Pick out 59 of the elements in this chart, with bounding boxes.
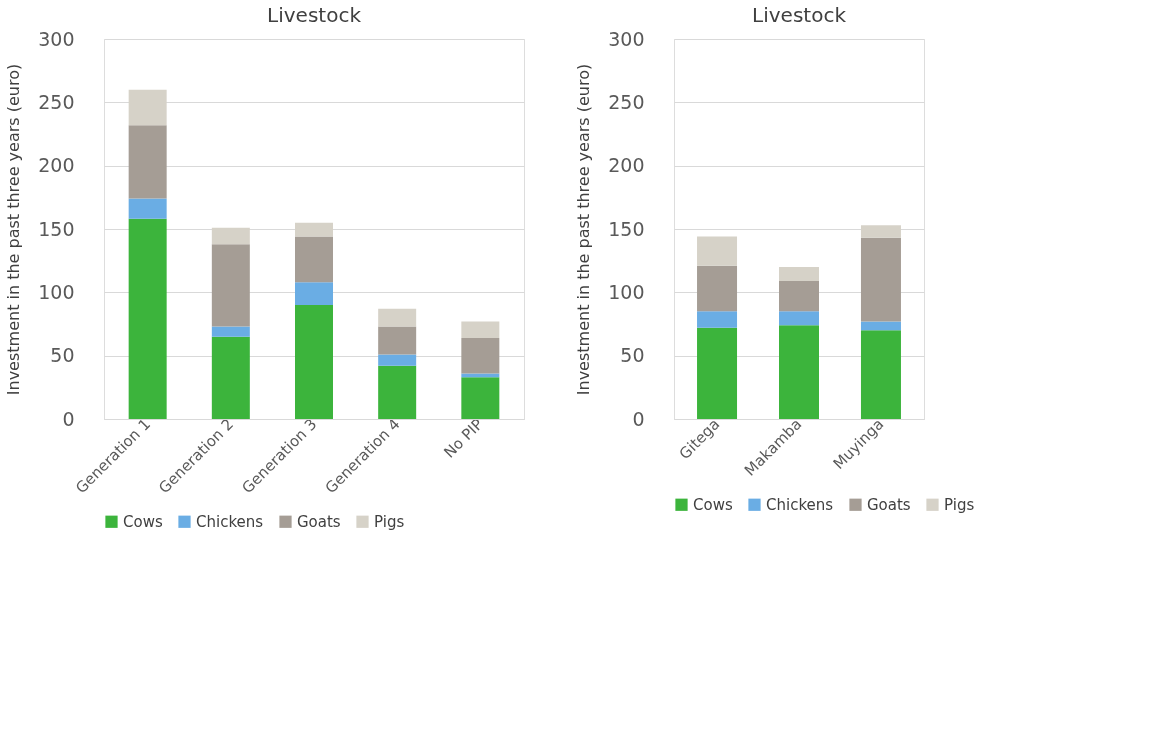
y-tick-label: 200: [38, 154, 75, 177]
bar: [128, 125, 167, 199]
y-tick-label: 100: [608, 280, 645, 303]
bar: [697, 236, 738, 266]
y-tick-label: 150: [608, 217, 645, 240]
x-tick-label: No PIP: [440, 415, 487, 462]
bar: [295, 305, 333, 419]
chart-title: Livestock: [752, 3, 847, 27]
bar: [378, 326, 417, 355]
bar: [860, 225, 901, 238]
legend-label: Goats: [867, 495, 911, 514]
y-tick-label: 100: [38, 280, 75, 303]
bar: [211, 244, 250, 327]
bar: [128, 218, 167, 419]
y-tick-label: 200: [608, 154, 645, 177]
bar: [128, 198, 167, 219]
y-tick-label: 250: [608, 90, 645, 113]
bar: [461, 373, 500, 378]
bar: [779, 325, 819, 419]
bar: [461, 321, 500, 338]
y-tick-label: 0: [62, 407, 75, 430]
bar: [378, 365, 417, 419]
y-tick-label: 250: [38, 90, 75, 113]
y-tick-label: 50: [50, 344, 75, 367]
bar: [779, 311, 819, 326]
legend-label: Goats: [297, 512, 341, 531]
y-axis-title: Investment in the past three years (euro): [574, 63, 594, 396]
bar: [697, 265, 738, 312]
legend-label: Cows: [693, 495, 733, 514]
bar: [697, 311, 738, 328]
bar: [860, 321, 901, 331]
bar: [211, 227, 250, 245]
bar: [295, 222, 333, 237]
bar: [860, 237, 901, 322]
y-tick-label: 300: [38, 27, 75, 50]
bar: [461, 337, 500, 374]
legend-label: Pigs: [374, 512, 405, 531]
bar: [697, 327, 738, 419]
bar: [128, 89, 167, 126]
chart-title: Livestock: [267, 3, 362, 27]
legend-label: Chickens: [766, 495, 834, 514]
bar: [211, 326, 250, 337]
legend-label: Chickens: [196, 512, 264, 531]
bar: [779, 267, 819, 281]
bar: [295, 282, 333, 305]
bar: [378, 308, 417, 327]
bar: [378, 354, 417, 366]
bar: [860, 330, 901, 419]
y-tick-label: 0: [632, 407, 645, 430]
bar: [461, 377, 500, 419]
y-axis-title: Investment in the past three years (euro): [4, 63, 24, 396]
bar: [779, 280, 819, 312]
legend-label: Cows: [123, 512, 163, 531]
bar: [295, 236, 333, 283]
bar: [211, 336, 250, 419]
y-tick-label: 300: [608, 27, 645, 50]
y-tick-label: 150: [38, 217, 75, 240]
legend-label: Pigs: [944, 495, 975, 514]
y-tick-label: 50: [620, 344, 645, 367]
